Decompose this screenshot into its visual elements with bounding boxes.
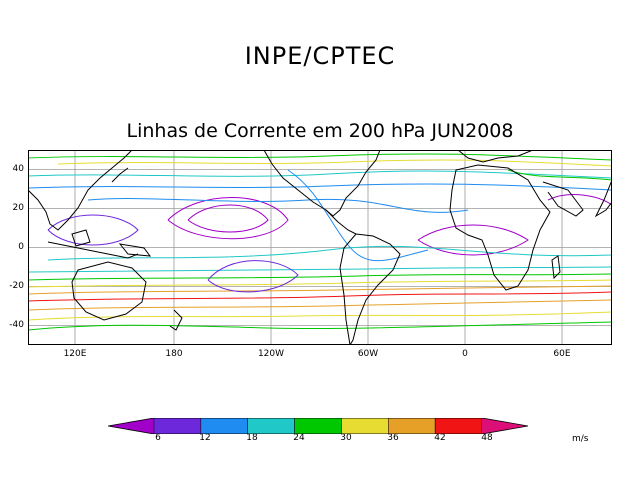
map-frame — [28, 150, 612, 345]
map-title: Linhas de Corrente em 200 hPa JUN2008 — [126, 120, 514, 142]
lon-label-60w: 60W — [357, 349, 379, 359]
streamline — [28, 266, 612, 273]
colorbar-segment — [294, 418, 342, 434]
streamline — [28, 321, 612, 331]
streamline — [28, 279, 612, 288]
streamline — [28, 153, 612, 161]
india-coast — [594, 179, 612, 218]
colorbar-label: 12 — [199, 433, 211, 443]
arabia-coast — [542, 181, 584, 217]
australia-coast — [71, 261, 147, 321]
colorbar-units: m/s — [572, 434, 589, 444]
new-guinea-coast — [118, 243, 152, 257]
borneo-coast — [71, 229, 91, 247]
colorbar-label: 24 — [293, 433, 305, 443]
colorbar-segment — [434, 418, 483, 434]
colorbar-label: 48 — [481, 433, 493, 443]
streamline — [28, 299, 612, 311]
colorbar-segment — [153, 418, 202, 434]
lon-label-0: 0 — [462, 349, 468, 359]
south-america-coast — [349, 233, 401, 345]
streamline — [187, 204, 269, 233]
streamline — [28, 285, 612, 295]
lat-label-eq: 0 — [18, 242, 24, 252]
streamline-map — [28, 150, 612, 345]
lat-label-20n: 20 — [12, 203, 24, 213]
lat-label-20s: -20 — [9, 281, 24, 291]
lon-label-180: 180 — [165, 349, 183, 359]
colorbar-segment — [388, 418, 436, 434]
streamline — [57, 159, 612, 167]
streamline — [47, 214, 139, 246]
streamline — [167, 197, 289, 240]
lat-label-40s: -40 — [9, 320, 24, 330]
lon-label-120e: 120E — [63, 349, 87, 359]
org-title: INPE/CPTEC — [244, 42, 396, 70]
central-america-coast — [325, 209, 357, 235]
streamline — [28, 311, 612, 321]
streamline — [547, 194, 612, 206]
europe-coast — [457, 150, 534, 163]
south-america-west-coast — [339, 233, 357, 345]
lat-label-40n: 40 — [12, 164, 24, 174]
colorbar-segment — [482, 418, 528, 434]
colorbar-label: 6 — [155, 433, 161, 443]
colorbar-segment — [341, 418, 389, 434]
colorbar-label: 42 — [434, 433, 446, 443]
colorbar-segment — [108, 418, 154, 434]
streamline — [207, 260, 299, 293]
colorbar-label: 30 — [340, 433, 352, 443]
streamline — [28, 170, 612, 179]
colorbar-segment — [200, 418, 248, 434]
lon-label-120w: 120W — [257, 349, 285, 359]
streamlines — [28, 153, 612, 331]
madagascar-coast — [551, 255, 561, 280]
streamline — [507, 169, 612, 181]
colorbar-segment — [247, 418, 295, 434]
japan-coast — [111, 167, 129, 183]
streamline — [28, 291, 612, 302]
indonesia-coast — [47, 241, 139, 259]
streamline — [287, 169, 429, 262]
streamline — [417, 224, 529, 256]
streamline — [47, 245, 612, 261]
north-america-coast — [263, 150, 381, 217]
new-zealand-coast — [169, 309, 183, 331]
streamline — [28, 183, 612, 191]
colorbar — [108, 418, 529, 434]
east-asia-coast — [28, 150, 133, 231]
lon-label-60e: 60E — [553, 349, 571, 359]
streamline — [28, 273, 612, 281]
colorbar-label: 18 — [246, 433, 258, 443]
colorbar-label: 36 — [387, 433, 399, 443]
streamline — [87, 198, 469, 213]
africa-coast — [449, 164, 551, 291]
coastlines — [28, 150, 612, 345]
